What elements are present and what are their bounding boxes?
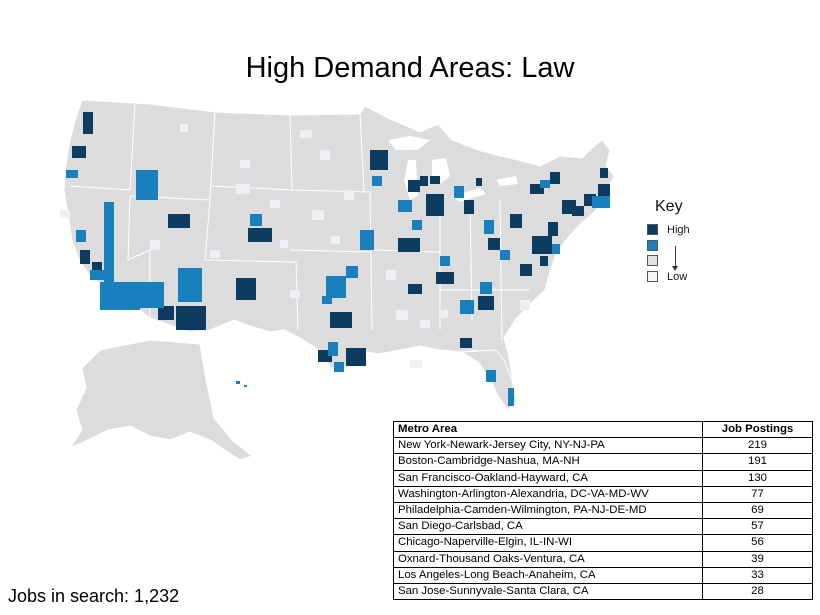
metro-areas (60, 112, 610, 406)
metro-area-cell: Boston-Cambridge-Nashua, MA-NH (393, 453, 703, 471)
metro-area-cell: San Jose-Sunnyvale-Santa Clara, CA (393, 582, 703, 601)
table-row: Los Angeles-Long Beach-Anaheim, CA 33 (393, 566, 813, 584)
metro-area-cell: New York-Newark-Jersey City, NY-NJ-PA (393, 437, 703, 455)
key-down-arrow-icon (672, 246, 678, 271)
table-row: Philadelphia-Camden-Wilmington, PA-NJ-DE… (393, 501, 813, 520)
alaska-shape (68, 339, 254, 461)
job-postings-cell: 191 (702, 453, 813, 471)
table-row: New York-Newark-Jersey City, NY-NJ-PA 219 (393, 437, 813, 455)
table-row: San Diego-Carlsbad, CA 57 (393, 518, 813, 536)
metro-area-cell: Philadelphia-Camden-Wilmington, PA-NJ-DE… (393, 501, 703, 520)
key-swatch-low (647, 271, 658, 282)
map-key: Key High Low (645, 198, 725, 283)
chart-title: High Demand Areas: Law (245, 52, 575, 84)
job-postings-cell: 219 (702, 437, 813, 455)
jobs-in-search: Jobs in search: 1,232 (8, 586, 180, 606)
table-header-row: Metro Area Job Postings (393, 420, 813, 439)
job-postings-cell: 57 (702, 518, 813, 536)
metro-area-cell: San Diego-Carlsbad, CA (393, 518, 703, 536)
metro-low (60, 124, 530, 368)
metro-area-cell: Chicago-Naperville-Elgin, IL-IN-WI (393, 534, 703, 552)
key-title: Key (655, 198, 683, 215)
job-postings-cell: 130 (702, 469, 813, 487)
table-row: Boston-Cambridge-Nashua, MA-NH 191 (393, 453, 813, 471)
metro-medium (66, 170, 610, 406)
key-swatch-medium (647, 240, 658, 251)
table-row: Washington-Arlington-Alexandria, DC-VA-M… (393, 485, 813, 503)
job-postings-cell: 77 (702, 485, 813, 503)
metro-table: Metro Area Job Postings New York-Newark-… (393, 420, 813, 601)
metro-area-cell: Los Angeles-Long Beach-Anaheim, CA (393, 566, 703, 584)
metro-area-cell: San Francisco-Oakland-Hayward, CA (393, 469, 703, 487)
job-postings-cell: 69 (702, 501, 813, 520)
job-postings-cell: 39 (702, 550, 813, 568)
job-postings-cell: 28 (702, 582, 813, 601)
key-swatch-high (647, 224, 658, 235)
key-label-high: High (667, 224, 690, 236)
header-job-postings: Job Postings (702, 420, 813, 439)
table-row: San Jose-Sunnyvale-Santa Clara, CA 28 (393, 582, 813, 601)
key-swatch-light (647, 255, 658, 266)
job-postings-cell: 33 (702, 566, 813, 584)
metro-area-cell: Oxnard-Thousand Oaks-Ventura, CA (393, 550, 703, 568)
map-land (63, 99, 615, 461)
table-row: Oxnard-Thousand Oaks-Ventura, CA 39 (393, 550, 813, 568)
header-metro-area: Metro Area (393, 420, 703, 439)
key-label-low: Low (667, 271, 688, 283)
job-postings-cell: 56 (702, 534, 813, 552)
table-row: San Francisco-Oakland-Hayward, CA 130 (393, 469, 813, 487)
hawaii-shape (236, 381, 247, 387)
table-row: Chicago-Naperville-Elgin, IL-IN-WI 56 (393, 534, 813, 552)
metro-area-cell: Washington-Arlington-Alexandria, DC-VA-M… (393, 485, 703, 503)
